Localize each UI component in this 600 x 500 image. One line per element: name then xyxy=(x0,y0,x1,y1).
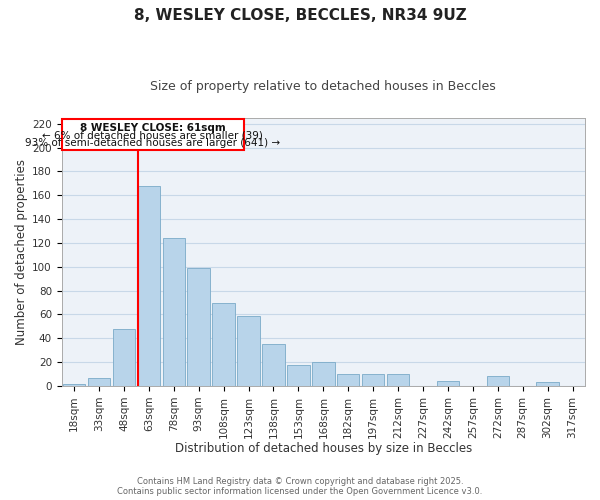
Bar xyxy=(536,382,559,386)
Bar xyxy=(262,344,284,386)
X-axis label: Distribution of detached houses by size in Beccles: Distribution of detached houses by size … xyxy=(175,442,472,455)
Bar xyxy=(337,374,359,386)
Bar xyxy=(137,186,160,386)
Text: 93% of semi-detached houses are larger (641) →: 93% of semi-detached houses are larger (… xyxy=(25,138,280,148)
Y-axis label: Number of detached properties: Number of detached properties xyxy=(15,159,28,345)
Bar xyxy=(88,378,110,386)
Bar xyxy=(287,364,310,386)
Bar xyxy=(387,374,409,386)
Bar xyxy=(163,238,185,386)
Bar xyxy=(238,316,260,386)
Bar xyxy=(187,268,210,386)
Text: 8, WESLEY CLOSE, BECCLES, NR34 9UZ: 8, WESLEY CLOSE, BECCLES, NR34 9UZ xyxy=(134,8,466,22)
Bar xyxy=(362,374,385,386)
Text: Contains public sector information licensed under the Open Government Licence v3: Contains public sector information licen… xyxy=(118,486,482,496)
Text: Contains HM Land Registry data © Crown copyright and database right 2025.: Contains HM Land Registry data © Crown c… xyxy=(137,476,463,486)
Bar xyxy=(212,302,235,386)
Bar xyxy=(113,329,135,386)
Text: 8 WESLEY CLOSE: 61sqm: 8 WESLEY CLOSE: 61sqm xyxy=(80,122,226,132)
Bar xyxy=(487,376,509,386)
Bar xyxy=(63,384,85,386)
Bar xyxy=(437,381,459,386)
Text: ← 6% of detached houses are smaller (39): ← 6% of detached houses are smaller (39) xyxy=(42,130,263,140)
Title: Size of property relative to detached houses in Beccles: Size of property relative to detached ho… xyxy=(151,80,496,93)
FancyBboxPatch shape xyxy=(62,119,244,150)
Bar xyxy=(312,362,335,386)
